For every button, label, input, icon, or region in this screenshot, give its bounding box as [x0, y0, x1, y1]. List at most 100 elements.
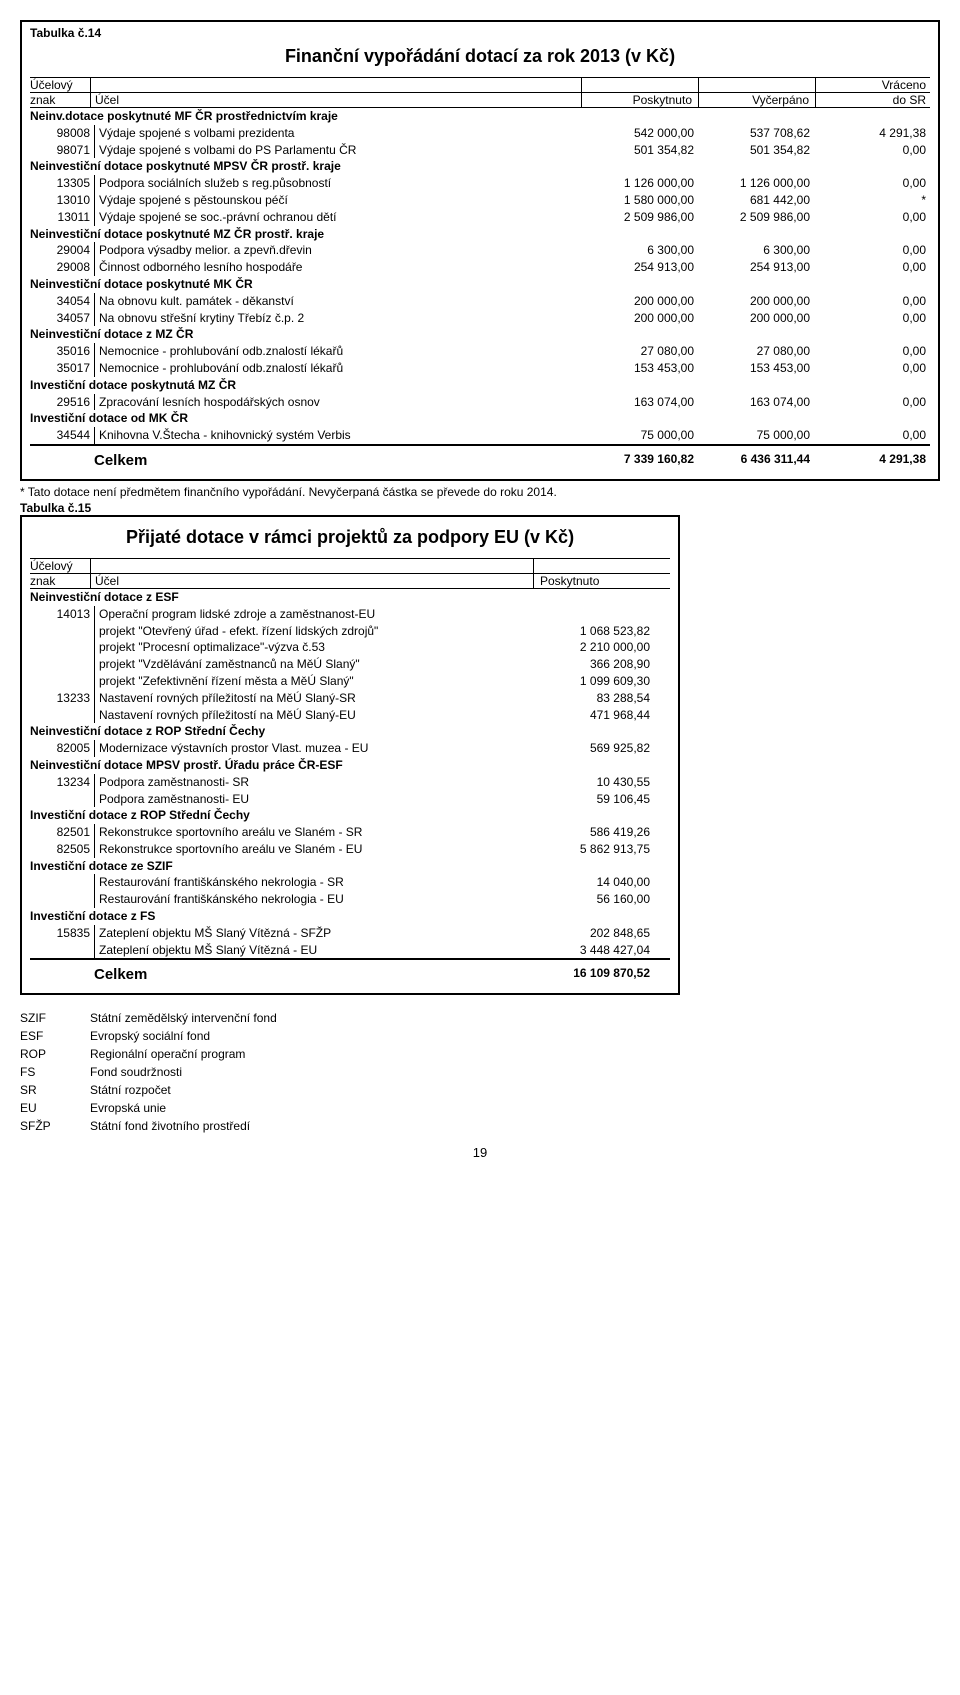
- section-title: Neinv.dotace poskytnuté MF ČR prostředni…: [30, 108, 930, 125]
- abbr-value: Evropský sociální fond: [90, 1027, 210, 1045]
- num-cell: 0,00: [816, 175, 930, 192]
- total-c2: 6 436 311,44: [700, 452, 816, 469]
- abbr-key: SR: [20, 1081, 90, 1099]
- znak-cell: 13305: [30, 175, 94, 192]
- num-cell: 14 040,00: [520, 874, 670, 891]
- num-cell: 681 442,00: [700, 192, 816, 209]
- total-c1: 7 339 160,82: [584, 452, 700, 469]
- label-cell: Rekonstrukce sportovního areálu ve Slané…: [94, 824, 520, 841]
- table14-title: Finanční vypořádání dotací za rok 2013 (…: [30, 46, 930, 67]
- label-cell: Knihovna V.Štecha - knihovnický systém V…: [94, 427, 584, 444]
- znak-cell: [30, 623, 94, 640]
- section-title: Neinvestiční dotace poskytnuté MZ ČR pro…: [30, 226, 930, 243]
- znak-cell: 34057: [30, 310, 94, 327]
- num-cell: 471 968,44: [520, 707, 670, 724]
- section-title: Investiční dotace od MK ČR: [30, 410, 930, 427]
- num-cell: 4 291,38: [816, 125, 930, 142]
- num-cell: [520, 606, 670, 623]
- table-row: 29516Zpracování lesních hospodářských os…: [30, 394, 930, 411]
- table-15-box: Přijaté dotace v rámci projektů za podpo…: [20, 515, 680, 996]
- num-cell: 6 300,00: [700, 242, 816, 259]
- table-row: Zateplení objektu MŠ Slaný Vítězná - EU3…: [30, 942, 670, 959]
- num-cell: 2 210 000,00: [520, 639, 670, 656]
- num-cell: 1 099 609,30: [520, 673, 670, 690]
- num-cell: 3 448 427,04: [520, 942, 670, 959]
- label-cell: Nastavení rovných příležitostí na MěÚ Sl…: [94, 707, 520, 724]
- znak-cell: 14013: [30, 606, 94, 623]
- label-cell: Podpora zaměstnanosti- EU: [94, 791, 520, 808]
- abbr-key: ESF: [20, 1027, 90, 1045]
- num-cell: 10 430,55: [520, 774, 670, 791]
- section-title: Neinvestiční dotace z ROP Střední Čechy: [30, 723, 670, 740]
- znak-cell: 13234: [30, 774, 94, 791]
- abbr-value: Státní zemědělský intervenční fond: [90, 1009, 277, 1027]
- znak-cell: [30, 891, 94, 908]
- num-cell: 56 160,00: [520, 891, 670, 908]
- label-cell: Zateplení objektu MŠ Slaný Vítězná - EU: [94, 942, 520, 959]
- znak-cell: [30, 874, 94, 891]
- num-cell: 0,00: [816, 310, 930, 327]
- label-cell: Podpora zaměstnanosti- SR: [94, 774, 520, 791]
- table15-header-row1: Účelový: [30, 558, 670, 574]
- num-cell: 59 106,45: [520, 791, 670, 808]
- label-cell: Činnost odborného lesního hospodáře: [94, 259, 584, 276]
- section-title: Neinvestiční dotace z MZ ČR: [30, 326, 930, 343]
- hdr-vraceno: Vráceno: [815, 78, 930, 92]
- num-cell: 0,00: [816, 427, 930, 444]
- abbr-row: ROPRegionální operační program: [20, 1045, 940, 1063]
- znak-cell: 82501: [30, 824, 94, 841]
- table-row: 14013Operační program lidské zdroje a za…: [30, 606, 670, 623]
- label-cell: Operační program lidské zdroje a zaměstn…: [94, 606, 520, 623]
- num-cell: 254 913,00: [700, 259, 816, 276]
- num-cell: 0,00: [816, 209, 930, 226]
- abbr-value: Státní rozpočet: [90, 1081, 171, 1099]
- znak-cell: 29516: [30, 394, 94, 411]
- label-cell: projekt "Vzdělávání zaměstnanců na MěÚ S…: [94, 656, 520, 673]
- table-row: projekt "Vzdělávání zaměstnanců na MěÚ S…: [30, 656, 670, 673]
- hdr2-znak: znak: [30, 574, 90, 588]
- total-c3: 4 291,38: [816, 452, 930, 469]
- hdr-ucelovy: Účelový: [30, 78, 90, 92]
- hdr-znak: znak: [30, 93, 90, 107]
- znak-cell: [30, 942, 94, 959]
- znak-cell: 82005: [30, 740, 94, 757]
- znak-cell: 15835: [30, 925, 94, 942]
- table-row: projekt "Otevřený úřad - efekt. řízení l…: [30, 623, 670, 640]
- section-title: Neinvestiční dotace MPSV prostř. Úřadu p…: [30, 757, 670, 774]
- num-cell: 83 288,54: [520, 690, 670, 707]
- hdr2-poskytnuto: Poskytnuto: [533, 574, 670, 588]
- num-cell: 0,00: [816, 360, 930, 377]
- abbr-key: FS: [20, 1063, 90, 1081]
- table14-header-row1: Účelový Vráceno: [30, 77, 930, 93]
- table-row: 13010Výdaje spojené s pěstounskou péčí1 …: [30, 192, 930, 209]
- num-cell: 366 208,90: [520, 656, 670, 673]
- section-title: Neinvestiční dotace z ESF: [30, 589, 670, 606]
- hdr-ucel: Účel: [90, 93, 581, 107]
- page-number: 19: [20, 1145, 940, 1160]
- abbr-row: ESFEvropský sociální fond: [20, 1027, 940, 1045]
- hdr-vycerpano: Vyčerpáno: [698, 93, 815, 107]
- table-row: 98008Výdaje spojené s volbami prezidenta…: [30, 125, 930, 142]
- label-cell: Na obnovu střešní krytiny Třebíz č.p. 2: [94, 310, 584, 327]
- num-cell: 153 453,00: [584, 360, 700, 377]
- abbr-key: ROP: [20, 1045, 90, 1063]
- table14-total-row: Celkem 7 339 160,82 6 436 311,44 4 291,3…: [30, 444, 930, 471]
- label-cell: Modernizace výstavních prostor Vlast. mu…: [94, 740, 520, 757]
- table-row: 29004Podpora výsadby melior. a zpevň.dře…: [30, 242, 930, 259]
- abbreviations: SZIFStátní zemědělský intervenční fondES…: [20, 1009, 940, 1135]
- znak-cell: 98071: [30, 142, 94, 159]
- znak-cell: [30, 673, 94, 690]
- label-cell: Nemocnice - prohlubování odb.znalostí lé…: [94, 343, 584, 360]
- num-cell: 163 074,00: [700, 394, 816, 411]
- num-cell: 537 708,62: [700, 125, 816, 142]
- label-cell: projekt "Procesní optimalizace"-výzva č.…: [94, 639, 520, 656]
- abbr-row: SZIFStátní zemědělský intervenční fond: [20, 1009, 940, 1027]
- table-row: Restaurování františkánského nekrologia …: [30, 891, 670, 908]
- table15-header-row2: znak Účel Poskytnuto: [30, 574, 670, 589]
- num-cell: 202 848,65: [520, 925, 670, 942]
- table-row: 34057Na obnovu střešní krytiny Třebíz č.…: [30, 310, 930, 327]
- abbr-key: SZIF: [20, 1009, 90, 1027]
- total2-c1: 16 109 870,52: [520, 966, 670, 983]
- label-cell: Restaurování františkánského nekrologia …: [94, 891, 520, 908]
- section-title: Neinvestiční dotace poskytnuté MK ČR: [30, 276, 930, 293]
